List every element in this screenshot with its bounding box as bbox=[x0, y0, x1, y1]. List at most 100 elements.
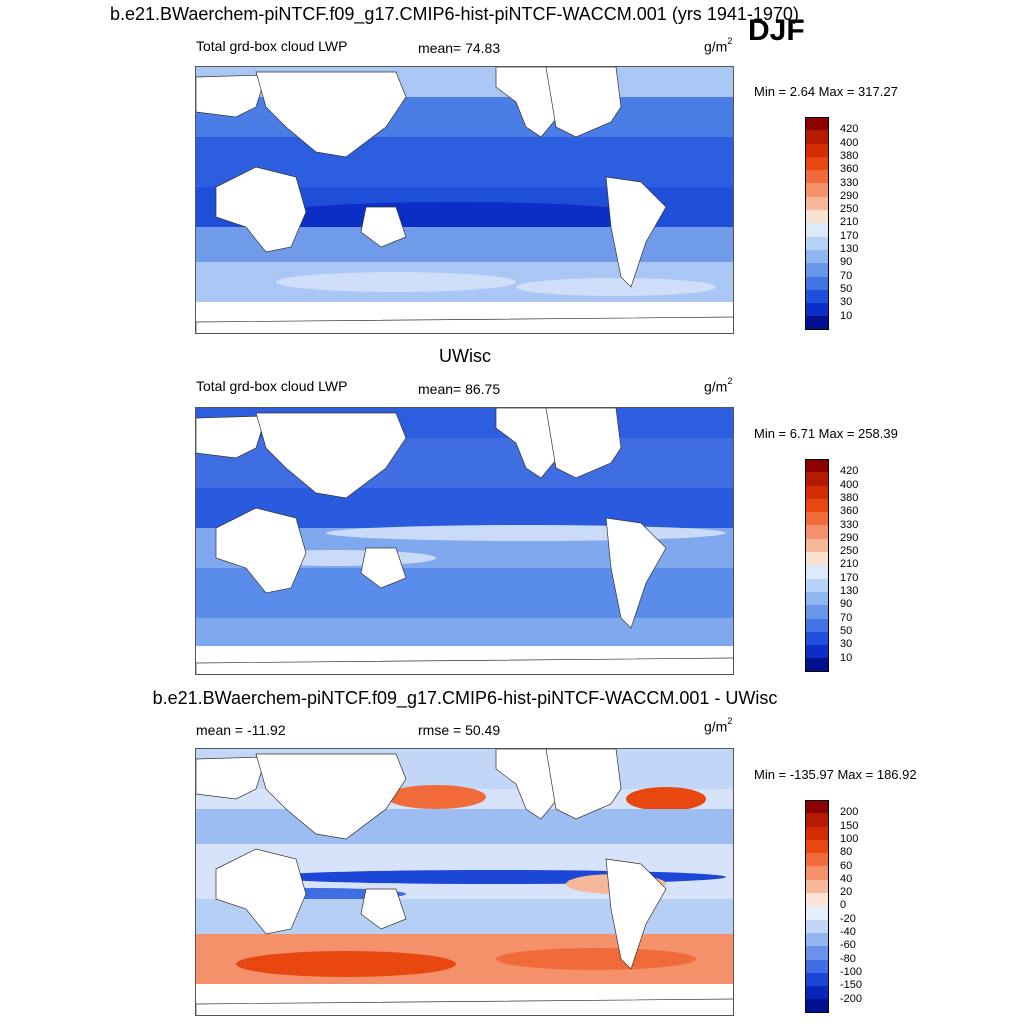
panel-2-colorbar-labels: 420 400 380 360 330 290 250 210 170 130 90 70 50 30 10 bbox=[840, 459, 880, 672]
colorbar-tick-label: 170 bbox=[840, 571, 859, 584]
colorbar-swatch bbox=[805, 249, 829, 264]
colorbar-swatch bbox=[805, 316, 829, 330]
panel-1-mean: mean= 74.83 bbox=[418, 40, 501, 56]
panel-3-map-svg bbox=[196, 749, 733, 1015]
panel-1-minmax: Min = 2.64 Max = 317.27 bbox=[754, 84, 898, 99]
colorbar-tick-label: 70 bbox=[840, 611, 853, 624]
colorbar-swatch bbox=[805, 946, 829, 960]
colorbar-swatch bbox=[805, 839, 829, 854]
colorbar-tick-label: -100 bbox=[840, 965, 863, 978]
colorbar-swatch bbox=[805, 919, 829, 933]
panel-1-field-label: Total grd-box cloud LWP bbox=[196, 38, 348, 54]
panel-2-colorbar bbox=[805, 459, 829, 672]
colorbar-swatch bbox=[805, 605, 829, 619]
colorbar-tick-label: 210 bbox=[840, 216, 859, 229]
colorbar-swatch bbox=[805, 618, 829, 632]
panel-2-minmax: Min = 6.71 Max = 258.39 bbox=[754, 426, 898, 441]
colorbar-tick-label: 250 bbox=[840, 545, 859, 558]
colorbar-swatch bbox=[805, 525, 829, 539]
colorbar-tick-label: -200 bbox=[840, 992, 863, 1005]
colorbar-tick-label: 380 bbox=[840, 149, 859, 162]
colorbar-swatch bbox=[805, 276, 829, 290]
panel-3-mean: mean = -11.92 bbox=[196, 722, 286, 738]
colorbar-swatch bbox=[805, 879, 829, 894]
colorbar-tick-label: 30 bbox=[840, 296, 853, 309]
colorbar-tick-label: 360 bbox=[840, 163, 859, 176]
panel-3-colorbar bbox=[805, 800, 829, 1013]
colorbar-tick-label: -150 bbox=[840, 979, 863, 992]
panel-3-rmse: rmse = 50.49 bbox=[418, 722, 501, 738]
panel-1-colorbar-labels: 420 400 380 360 330 290 250 210 170 130 90 70 50 30 10 bbox=[840, 117, 880, 330]
colorbar-swatch bbox=[805, 932, 829, 947]
colorbar-tick-label: 20 bbox=[840, 886, 853, 899]
colorbar-swatch bbox=[805, 485, 829, 499]
colorbar-swatch bbox=[805, 645, 829, 659]
colorbar-swatch bbox=[805, 959, 829, 973]
figure-title: b.e21.BWaerchem-piNTCF.f09_g17.CMIP6-his… bbox=[110, 4, 799, 24]
panel-1-unit: g/m2 bbox=[704, 36, 733, 55]
colorbar-swatch bbox=[805, 236, 829, 250]
panel-3-unit: g/m2 bbox=[704, 716, 733, 735]
panel-3-diff-title: b.e21.BWaerchem-piNTCF.f09_g17.CMIP6-his… bbox=[152, 688, 778, 708]
season-label: DJF bbox=[748, 14, 805, 47]
panel-1-map-svg bbox=[196, 67, 733, 333]
colorbar-swatch bbox=[805, 472, 829, 486]
colorbar-swatch bbox=[805, 813, 829, 827]
panel-1-map bbox=[195, 66, 734, 334]
colorbar-swatch bbox=[805, 658, 829, 672]
colorbar-tick-label: 60 bbox=[840, 859, 853, 872]
colorbar-tick-label: 90 bbox=[840, 598, 853, 611]
colorbar-tick-label: 400 bbox=[840, 478, 859, 491]
colorbar-tick-label: 380 bbox=[840, 491, 859, 504]
colorbar-tick-label: -40 bbox=[840, 926, 856, 938]
colorbar-tick-label: 40 bbox=[840, 872, 853, 885]
colorbar-swatch bbox=[805, 263, 829, 277]
colorbar-swatch bbox=[805, 631, 829, 646]
colorbar-swatch bbox=[805, 986, 829, 1000]
colorbar-tick-label: 290 bbox=[840, 531, 859, 544]
colorbar-swatch bbox=[805, 170, 829, 184]
colorbar-swatch bbox=[805, 591, 829, 606]
colorbar-tick-label: 90 bbox=[840, 256, 853, 269]
colorbar-swatch bbox=[805, 289, 829, 304]
colorbar-tick-label: 170 bbox=[840, 229, 859, 242]
panel-3-minmax: Min = -135.97 Max = 186.92 bbox=[754, 767, 917, 782]
panel-2-map bbox=[195, 407, 734, 675]
colorbar-swatch bbox=[805, 196, 829, 211]
colorbar-tick-label: 0 bbox=[840, 899, 847, 912]
colorbar-tick-label: 50 bbox=[840, 624, 853, 637]
colorbar-swatch bbox=[805, 303, 829, 317]
colorbar-swatch bbox=[805, 999, 829, 1013]
panel-1-colorbar bbox=[805, 117, 829, 330]
colorbar-swatch bbox=[805, 143, 829, 157]
colorbar-tick-label: 150 bbox=[840, 819, 859, 832]
panel-3-colorbar-labels: 200 150 100 80 60 40 20 0 -20 -40 -60 -80 -100 -150 -2… bbox=[840, 800, 880, 1013]
colorbar-tick-label: 400 bbox=[840, 136, 859, 149]
colorbar-tick-label: 100 bbox=[840, 832, 859, 845]
panel-2-field-label: Total grd-box cloud LWP bbox=[196, 378, 348, 394]
panel-2-unit: g/m2 bbox=[704, 376, 733, 395]
colorbar-tick-label: -80 bbox=[840, 952, 856, 965]
colorbar-tick-label: 290 bbox=[840, 189, 859, 202]
colorbar-swatch bbox=[805, 223, 829, 237]
colorbar-tick-label: 10 bbox=[840, 651, 853, 664]
panel-2-map-svg bbox=[196, 408, 733, 674]
colorbar-swatch bbox=[805, 906, 829, 920]
panel-3-map bbox=[195, 748, 734, 1016]
colorbar-tick-label: 210 bbox=[840, 558, 859, 571]
colorbar-tick-label: 330 bbox=[840, 518, 859, 531]
panel-2-model-title: UWisc bbox=[439, 346, 491, 366]
colorbar-swatch bbox=[805, 210, 829, 224]
colorbar-swatch bbox=[805, 972, 829, 987]
colorbar-swatch bbox=[805, 156, 829, 171]
colorbar-swatch bbox=[805, 578, 829, 592]
colorbar-swatch bbox=[805, 893, 829, 907]
colorbar-swatch bbox=[805, 498, 829, 513]
colorbar-tick-label: 360 bbox=[840, 505, 859, 518]
colorbar-swatch bbox=[805, 512, 829, 526]
colorbar-tick-label: 30 bbox=[840, 638, 853, 651]
colorbar-tick-label: -60 bbox=[840, 939, 856, 952]
colorbar-swatch bbox=[805, 853, 829, 867]
colorbar-tick-label: 420 bbox=[840, 123, 859, 136]
colorbar-tick-label: 70 bbox=[840, 269, 853, 282]
